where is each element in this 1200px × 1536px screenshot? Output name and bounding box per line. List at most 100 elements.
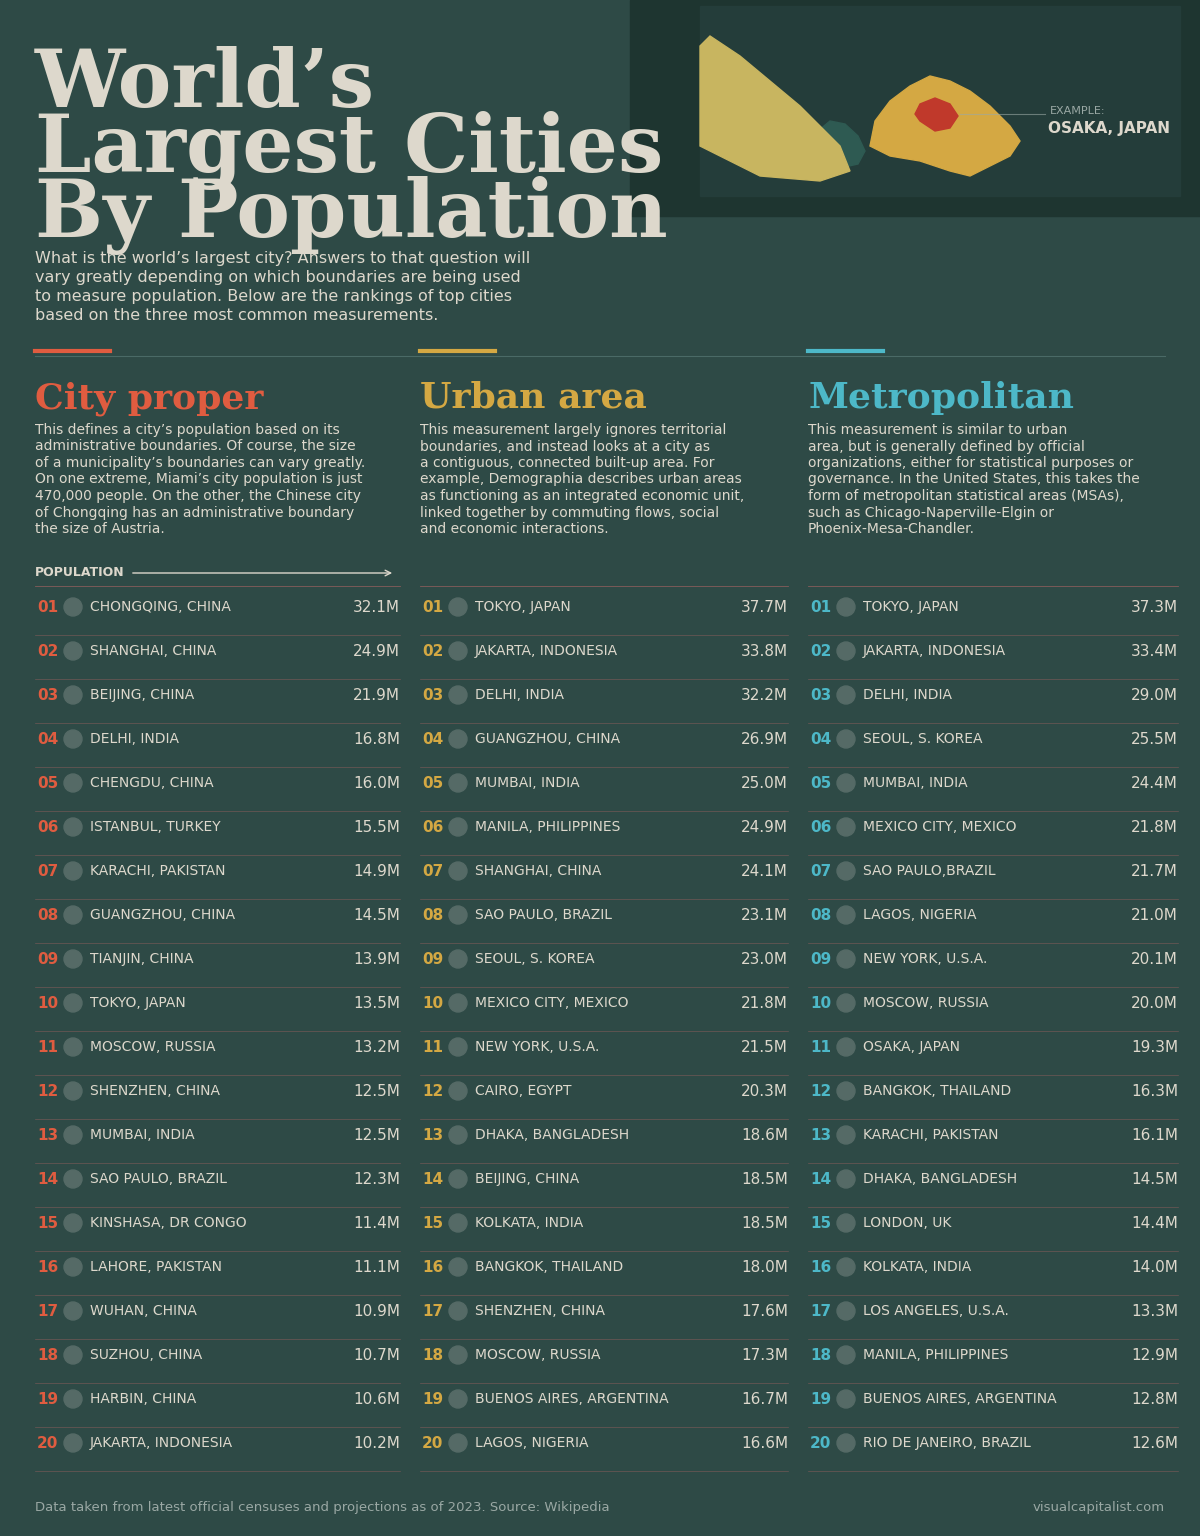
Circle shape (838, 1081, 854, 1100)
Text: LAGOS, NIGERIA: LAGOS, NIGERIA (863, 908, 977, 922)
Text: 14.4M: 14.4M (1132, 1215, 1178, 1230)
Text: 17.3M: 17.3M (742, 1347, 788, 1362)
Text: 14.5M: 14.5M (1132, 1172, 1178, 1186)
Circle shape (449, 1038, 467, 1057)
Text: BEIJING, CHINA: BEIJING, CHINA (475, 1172, 580, 1186)
Circle shape (838, 1038, 854, 1057)
Text: KARACHI, PAKISTAN: KARACHI, PAKISTAN (90, 863, 226, 879)
Text: 02: 02 (37, 644, 59, 659)
Circle shape (449, 1435, 467, 1452)
Text: BUENOS AIRES, ARGENTINA: BUENOS AIRES, ARGENTINA (475, 1392, 668, 1405)
Circle shape (449, 598, 467, 616)
Text: 01: 01 (37, 599, 58, 614)
Text: of a municipality’s boundaries can vary greatly.: of a municipality’s boundaries can vary … (35, 456, 365, 470)
Text: 08: 08 (810, 908, 832, 923)
Text: 06: 06 (37, 820, 59, 834)
Text: 13.3M: 13.3M (1130, 1304, 1178, 1318)
Circle shape (64, 1170, 82, 1187)
Text: DELHI, INDIA: DELHI, INDIA (90, 733, 179, 746)
Text: KOLKATA, INDIA: KOLKATA, INDIA (475, 1217, 583, 1230)
Circle shape (838, 994, 854, 1012)
Text: JAKARTA, INDONESIA: JAKARTA, INDONESIA (475, 644, 618, 657)
Text: 14.0M: 14.0M (1132, 1260, 1178, 1275)
Circle shape (449, 994, 467, 1012)
Text: TIANJIN, CHINA: TIANJIN, CHINA (90, 952, 193, 966)
Text: 16.0M: 16.0M (353, 776, 400, 791)
Text: KARACHI, PAKISTAN: KARACHI, PAKISTAN (863, 1127, 998, 1141)
Circle shape (64, 906, 82, 925)
Text: 13: 13 (37, 1127, 58, 1143)
Circle shape (64, 949, 82, 968)
Text: 19: 19 (37, 1392, 58, 1407)
Text: On one extreme, Miami’s city population is just: On one extreme, Miami’s city population … (35, 473, 362, 487)
Text: KINSHASA, DR CONGO: KINSHASA, DR CONGO (90, 1217, 247, 1230)
Text: 18.5M: 18.5M (742, 1215, 788, 1230)
Circle shape (838, 1303, 854, 1319)
Text: SAO PAULO, BRAZIL: SAO PAULO, BRAZIL (475, 908, 612, 922)
Text: DELHI, INDIA: DELHI, INDIA (475, 688, 564, 702)
Text: 15: 15 (422, 1215, 443, 1230)
Text: 10.2M: 10.2M (353, 1436, 400, 1450)
Text: LONDON, UK: LONDON, UK (863, 1217, 952, 1230)
Text: 17: 17 (37, 1304, 58, 1318)
Text: This measurement largely ignores territorial: This measurement largely ignores territo… (420, 422, 726, 438)
Text: 21.5M: 21.5M (742, 1040, 788, 1055)
Text: 23.0M: 23.0M (742, 951, 788, 966)
Text: 19: 19 (810, 1392, 832, 1407)
Circle shape (64, 862, 82, 880)
Text: 21.8M: 21.8M (742, 995, 788, 1011)
Circle shape (838, 730, 854, 748)
Text: Phoenix-Mesa-Chandler.: Phoenix-Mesa-Chandler. (808, 522, 974, 536)
Circle shape (64, 1346, 82, 1364)
Circle shape (449, 819, 467, 836)
Text: MANILA, PHILIPPINES: MANILA, PHILIPPINES (863, 1349, 1008, 1362)
Text: 14: 14 (37, 1172, 58, 1186)
Text: as functioning as an integrated economic unit,: as functioning as an integrated economic… (420, 488, 744, 502)
Circle shape (64, 1038, 82, 1057)
Circle shape (64, 994, 82, 1012)
Text: 470,000 people. On the other, the Chinese city: 470,000 people. On the other, the Chines… (35, 488, 361, 502)
Text: 23.1M: 23.1M (742, 908, 788, 923)
Text: SEOUL, S. KOREA: SEOUL, S. KOREA (863, 733, 983, 746)
Text: JAKARTA, INDONESIA: JAKARTA, INDONESIA (863, 644, 1006, 657)
Text: NEW YORK, U.S.A.: NEW YORK, U.S.A. (863, 952, 988, 966)
Circle shape (64, 642, 82, 660)
Text: a contiguous, connected built-up area. For: a contiguous, connected built-up area. F… (420, 456, 714, 470)
Text: OSAKA, JAPAN: OSAKA, JAPAN (1048, 121, 1170, 137)
Circle shape (64, 730, 82, 748)
Text: 16.8M: 16.8M (353, 731, 400, 746)
Text: 12: 12 (37, 1083, 59, 1098)
Circle shape (64, 774, 82, 793)
Text: SAO PAULO, BRAZIL: SAO PAULO, BRAZIL (90, 1172, 227, 1186)
Text: TOKYO, JAPAN: TOKYO, JAPAN (475, 601, 571, 614)
Text: MEXICO CITY, MEXICO: MEXICO CITY, MEXICO (863, 820, 1016, 834)
Text: Urban area: Urban area (420, 381, 647, 415)
Text: 11: 11 (37, 1040, 58, 1055)
Text: MOSCOW, RUSSIA: MOSCOW, RUSSIA (475, 1349, 600, 1362)
Text: 01: 01 (810, 599, 832, 614)
Circle shape (449, 730, 467, 748)
Text: 15: 15 (37, 1215, 58, 1230)
Text: GUANGZHOU, CHINA: GUANGZHOU, CHINA (90, 908, 235, 922)
Circle shape (838, 1126, 854, 1144)
Circle shape (64, 1258, 82, 1276)
Circle shape (449, 1126, 467, 1144)
Text: 05: 05 (422, 776, 443, 791)
Text: to measure population. Below are the rankings of top cities: to measure population. Below are the ran… (35, 289, 512, 304)
Text: BUENOS AIRES, ARGENTINA: BUENOS AIRES, ARGENTINA (863, 1392, 1057, 1405)
Text: based on the three most common measurements.: based on the three most common measureme… (35, 309, 438, 323)
Text: 32.1M: 32.1M (353, 599, 400, 614)
Circle shape (449, 774, 467, 793)
Text: DELHI, INDIA: DELHI, INDIA (863, 688, 952, 702)
Text: organizations, either for statistical purposes or: organizations, either for statistical pu… (808, 456, 1133, 470)
Text: SHANGHAI, CHINA: SHANGHAI, CHINA (90, 644, 216, 657)
Text: 13.2M: 13.2M (353, 1040, 400, 1055)
Text: 16.1M: 16.1M (1132, 1127, 1178, 1143)
Polygon shape (870, 75, 1020, 177)
Text: 16.3M: 16.3M (1130, 1083, 1178, 1098)
Text: CHENGDU, CHINA: CHENGDU, CHINA (90, 776, 214, 790)
Text: 21.7M: 21.7M (1132, 863, 1178, 879)
Text: 24.9M: 24.9M (353, 644, 400, 659)
Text: 18.0M: 18.0M (742, 1260, 788, 1275)
Text: 24.1M: 24.1M (742, 863, 788, 879)
